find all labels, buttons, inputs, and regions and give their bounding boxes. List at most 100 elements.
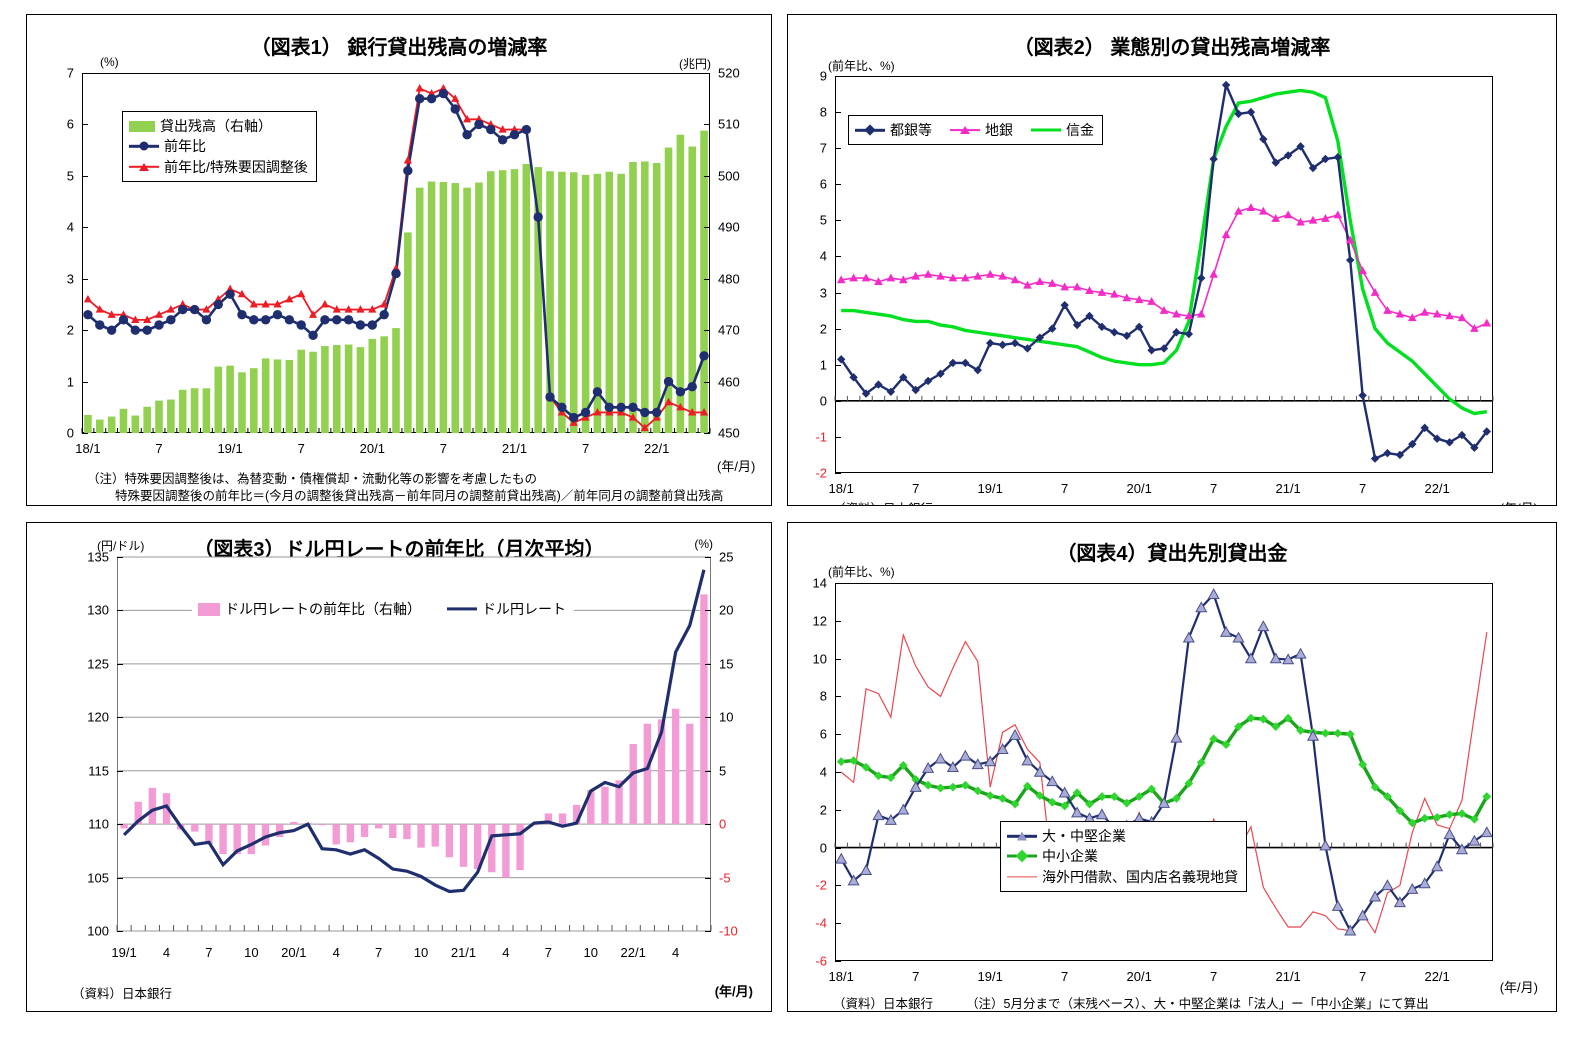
axis-tick-label: 20/1 <box>1126 481 1152 496</box>
chart1-left-unit: (%) <box>100 55 119 69</box>
axis-tick-label: 125 <box>87 656 109 672</box>
axis-tick-label: 20/1 <box>1126 969 1152 984</box>
axis-tick-mark <box>835 620 841 622</box>
axis-tick-mark <box>117 663 123 665</box>
axis-tick-label: 19/1 <box>977 481 1003 496</box>
legend-item: 都銀等 <box>855 120 932 140</box>
legend-item: 前年比 <box>129 136 308 156</box>
axis-tick-label: 22/1 <box>620 945 646 960</box>
axis-tick-mark <box>705 610 711 612</box>
axis-tick-label: 8 <box>819 688 827 704</box>
chart4-left-unit: (前年比、%) <box>828 565 895 579</box>
chart3-source: （資料）日本銀行 <box>72 987 173 1001</box>
line-plain-icon <box>447 602 477 616</box>
axis-tick-mark <box>117 877 123 879</box>
line-diamond-icon <box>855 123 885 137</box>
legend-label: 都銀等 <box>890 122 932 138</box>
axis-tick-label: 19/1 <box>977 969 1003 984</box>
axis-tick-label: 7 <box>581 441 590 456</box>
axis-tick-mark <box>835 696 841 698</box>
axis-tick-label: 3 <box>819 285 827 301</box>
chart2-x-unit: (年/月) <box>1500 498 1538 505</box>
axis-tick-mark <box>835 184 841 186</box>
axis-tick-mark <box>835 292 841 294</box>
axis-tick-label: 7 <box>819 140 827 156</box>
axis-tick-label: 5 <box>66 168 74 184</box>
axis-tick-label: 21/1 <box>1275 481 1301 496</box>
axis-tick-mark <box>117 770 123 772</box>
axis-tick-label: 105 <box>87 870 109 886</box>
axis-tick-mark <box>82 330 88 332</box>
axis-tick-mark <box>705 770 711 772</box>
chart1-x-unit: (年/月) <box>717 459 756 474</box>
axis-tick-mark <box>705 663 711 665</box>
axis-tick-label: 6 <box>66 116 74 132</box>
chart1-legend: 貸出残高（右軸） 前年比 前年比/特殊要因調整後 <box>122 111 317 182</box>
axis-tick-mark <box>704 278 710 280</box>
axis-tick-label: 4 <box>672 945 680 960</box>
axis-tick-mark <box>835 772 841 773</box>
axis-tick-mark <box>117 931 123 932</box>
axis-tick-label: 500 <box>718 168 740 184</box>
axis-tick-mark <box>117 557 123 558</box>
axis-tick-mark <box>82 433 88 434</box>
axis-tick-label: -10 <box>719 923 738 939</box>
axis-tick-label: 7 <box>205 945 213 960</box>
axis-tick-label: 135 <box>87 549 109 565</box>
chart3-left-unit: (円/ドル) <box>97 539 145 553</box>
axis-tick-mark <box>82 175 88 177</box>
axis-tick-label: 7 <box>1210 969 1218 984</box>
line-diamond-icon <box>1007 849 1037 863</box>
axis-tick-mark <box>835 76 841 77</box>
axis-tick-label: 4 <box>819 764 827 780</box>
chart4-x-unit: (年/月) <box>1499 980 1538 995</box>
axis-tick-label: 7 <box>544 945 552 960</box>
axis-tick-label: -2 <box>815 877 827 893</box>
axis-tick-label: 1 <box>66 374 74 390</box>
axis-tick-mark <box>704 433 710 434</box>
axis-tick-label: 9 <box>819 68 827 84</box>
axis-tick-label: 2 <box>819 802 827 818</box>
chart1-series-svg <box>81 84 711 434</box>
axis-tick-label: 5 <box>719 763 727 779</box>
chart4-series-svg <box>834 588 1494 936</box>
axis-tick-label: 0 <box>719 816 727 832</box>
axis-tick-mark <box>705 824 711 826</box>
axis-tick-label: 480 <box>718 271 740 287</box>
legend-label: ドル円レートの前年比（右軸） <box>225 601 421 617</box>
axis-tick-label: 22/1 <box>1424 969 1450 984</box>
axis-tick-mark <box>835 658 841 660</box>
axis-tick-mark <box>835 112 841 114</box>
axis-tick-label: 450 <box>718 425 740 441</box>
chart3-right-unit: (%) <box>694 537 713 551</box>
panel-figure-1: （図表1） 銀行貸出残高の増減率 (%) (兆円) 0 1 2 3 4 5 6 7 450 46… <box>26 14 772 506</box>
axis-tick-label: 1 <box>819 357 827 373</box>
panel-figure-3: （図表3）ドル円レートの前年比（月次平均） (円/ドル) (%) 100 105 1… <box>26 522 772 1012</box>
chart2-series-svg <box>834 80 1494 463</box>
axis-tick-mark <box>704 73 710 74</box>
axis-tick-label: 7 <box>1061 969 1069 984</box>
axis-tick-label: 20/1 <box>281 945 307 960</box>
legend-label: ドル円レート <box>482 601 566 617</box>
axis-tick-mark <box>835 473 841 474</box>
axis-tick-mark <box>82 381 88 383</box>
axis-tick-mark <box>82 73 88 74</box>
axis-tick-label: 120 <box>87 709 109 725</box>
axis-tick-label: 18/1 <box>828 481 854 496</box>
axis-tick-label: 5 <box>819 212 827 228</box>
axis-tick-label: 10 <box>244 945 259 960</box>
axis-tick-label: 8 <box>819 104 827 120</box>
axis-tick-mark <box>835 885 841 887</box>
axis-tick-mark <box>705 931 711 932</box>
legend-label: 大・中堅企業 <box>1042 828 1126 844</box>
legend-item: 信金 <box>1031 120 1094 140</box>
axis-tick-label: -6 <box>815 953 827 969</box>
axis-tick-label: 7 <box>912 969 920 984</box>
axis-tick-label: 7 <box>912 481 920 496</box>
axis-tick-label: 12 <box>812 613 827 629</box>
axis-tick-mark <box>704 330 710 332</box>
axis-tick-label: 130 <box>87 602 109 618</box>
axis-tick-label: 14 <box>812 575 827 591</box>
axis-tick-mark <box>835 961 841 962</box>
